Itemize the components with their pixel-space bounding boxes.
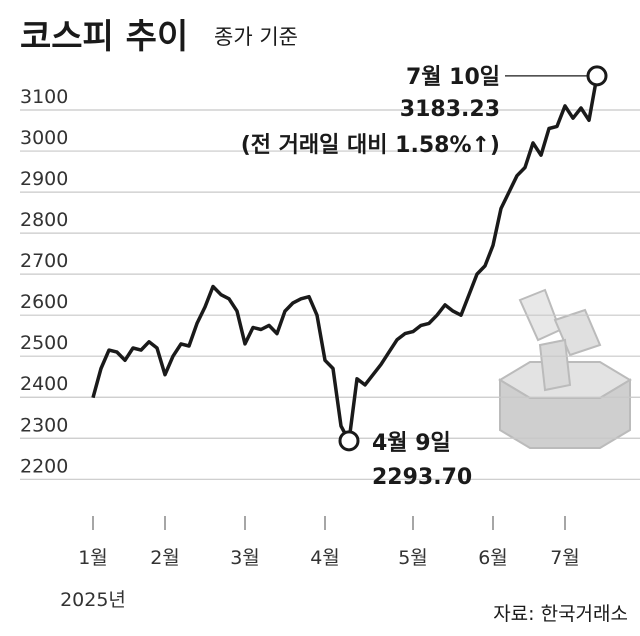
year-label: 2025년 — [60, 589, 126, 611]
x-tick-label: 2월 — [150, 547, 180, 569]
y-tick-label: 3000 — [20, 127, 68, 149]
x-tick-label: 3월 — [230, 547, 260, 569]
annotation: 7월 10일 — [406, 65, 500, 90]
x-tick-label: 5월 — [398, 547, 428, 569]
y-tick-label: 2400 — [20, 373, 68, 395]
annotation: 2293.70 — [372, 465, 472, 490]
source: 자료: 한국거래소 — [493, 603, 628, 625]
x-tick-label: 1월 — [78, 547, 108, 569]
y-tick-label: 2300 — [20, 414, 68, 436]
x-tick-label: 4월 — [310, 547, 340, 569]
decoration — [498, 288, 632, 449]
x-tick-label: 6월 — [478, 547, 508, 569]
x-tick-label: 7월 — [550, 547, 580, 569]
y-tick-label: 2500 — [20, 332, 68, 354]
annotation: 3183.23 — [400, 97, 500, 122]
chart-title: 코스피 추이 — [20, 17, 188, 57]
y-tick-label: 2200 — [20, 455, 68, 477]
annotation: (전 거래일 대비 1.58%↑) — [241, 133, 500, 158]
low-point — [338, 430, 360, 452]
y-tick-label: 2700 — [20, 250, 68, 272]
y-tick-label: 2900 — [20, 168, 68, 190]
annotation: 4월 9일 — [372, 431, 451, 456]
y-tick-label: 3100 — [20, 86, 68, 108]
y-tick-label: 2800 — [20, 209, 68, 231]
y-tick-label: 2600 — [20, 291, 68, 313]
chart-subtitle: 종가 기준 — [214, 25, 298, 49]
high-point — [586, 65, 608, 87]
